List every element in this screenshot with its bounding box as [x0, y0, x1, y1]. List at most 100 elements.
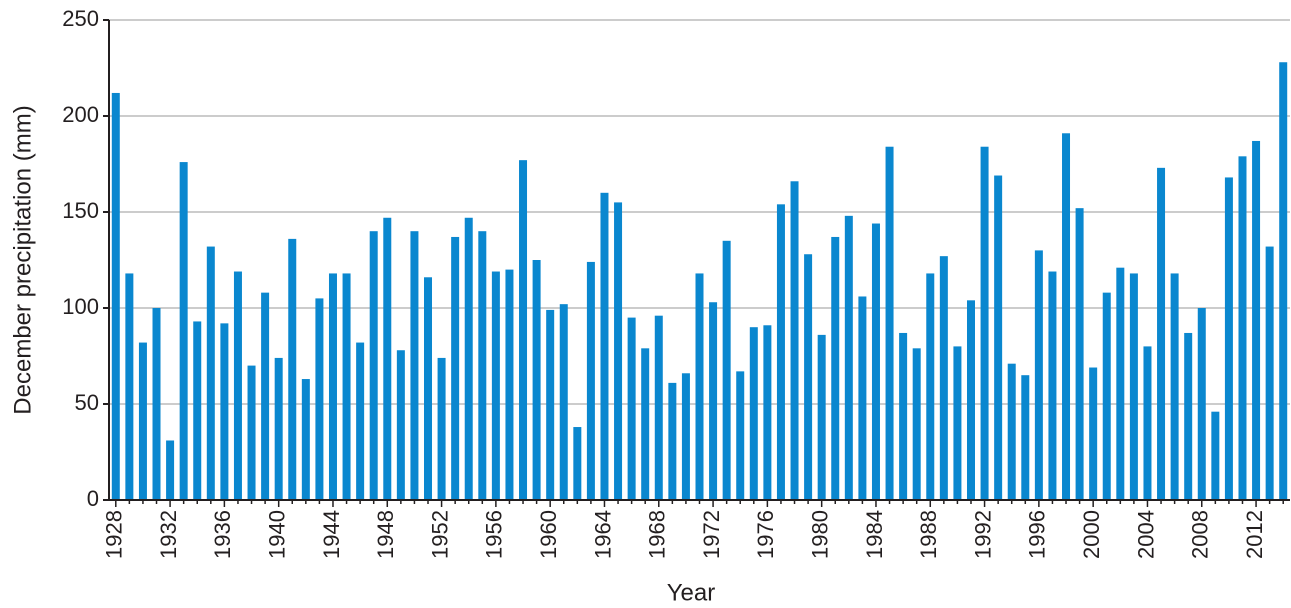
bar: [491, 271, 500, 500]
bar: [1007, 363, 1016, 500]
bar: [247, 365, 256, 500]
bar: [668, 382, 677, 500]
bar: [220, 323, 229, 500]
y-tick-label: 150: [62, 198, 99, 223]
bar: [871, 223, 880, 500]
bar: [926, 273, 935, 500]
bar: [464, 217, 473, 500]
bar: [1265, 246, 1274, 500]
x-tick-label: 2000: [1079, 510, 1104, 559]
bar: [261, 292, 270, 500]
bar: [817, 334, 826, 500]
bar: [1089, 367, 1098, 500]
bar: [641, 348, 650, 500]
bar: [776, 204, 785, 500]
bar: [1129, 273, 1138, 500]
bar: [342, 273, 351, 500]
bar: [586, 261, 595, 500]
bar: [519, 160, 528, 500]
x-tick-label: 1976: [753, 510, 778, 559]
bar: [899, 332, 908, 500]
bar: [1211, 411, 1220, 500]
bar: [274, 357, 283, 500]
x-tick-label: 1984: [862, 510, 887, 559]
x-tick-label: 2008: [1188, 510, 1213, 559]
bar: [451, 236, 460, 500]
x-tick-label: 1988: [916, 510, 941, 559]
bar: [315, 298, 324, 500]
x-tick-label: 1980: [807, 510, 832, 559]
bar: [790, 181, 799, 500]
bar: [681, 373, 690, 500]
bar: [980, 146, 989, 500]
x-tick-label: 1952: [427, 510, 452, 559]
bar: [749, 327, 758, 500]
bar: [573, 427, 582, 500]
bar: [994, 175, 1003, 500]
bar: [614, 202, 623, 500]
bar: [1021, 375, 1030, 500]
bar: [1279, 62, 1288, 501]
bar: [328, 273, 337, 500]
bar: [505, 269, 514, 500]
x-tick-label: 1928: [102, 510, 127, 559]
bar: [1034, 250, 1043, 500]
bar: [356, 342, 365, 500]
bar: [396, 350, 405, 500]
bar: [736, 371, 745, 500]
y-tick-label: 250: [62, 6, 99, 31]
bar: [1102, 292, 1111, 500]
bar: [1197, 308, 1206, 500]
bar: [1116, 267, 1125, 500]
bar: [532, 260, 541, 500]
bar: [1048, 271, 1057, 500]
bar: [383, 217, 392, 500]
bar: [858, 296, 867, 500]
bar: [410, 231, 419, 500]
bar: [301, 379, 310, 500]
x-tick-label: 1996: [1025, 510, 1050, 559]
x-tick-label: 1960: [536, 510, 561, 559]
bar: [233, 271, 242, 500]
y-tick-label: 200: [62, 102, 99, 127]
y-tick-label: 50: [75, 390, 99, 415]
bar: [1062, 133, 1071, 500]
bar: [695, 273, 704, 500]
bar: [709, 302, 718, 500]
bar: [1075, 208, 1084, 500]
x-tick-label: 1956: [482, 510, 507, 559]
x-tick-label: 1964: [590, 510, 615, 559]
y-tick-label: 100: [62, 294, 99, 319]
bar: [546, 309, 555, 500]
x-tick-label: 1944: [319, 510, 344, 559]
bar: [111, 92, 120, 501]
bar: [885, 146, 894, 500]
bar: [1184, 332, 1193, 500]
bar: [966, 300, 975, 500]
bar: [953, 346, 962, 500]
x-axis-title: Year: [667, 579, 716, 606]
x-tick-label: 1936: [210, 510, 235, 559]
x-tick-label: 1968: [645, 510, 670, 559]
bar: [1157, 167, 1166, 500]
bar: [179, 162, 188, 500]
x-tick-label: 1992: [970, 510, 995, 559]
bar: [654, 315, 663, 500]
bar: [844, 215, 853, 500]
bar: [831, 236, 840, 500]
x-tick-label: 1972: [699, 510, 724, 559]
bar: [288, 238, 297, 500]
bar: [424, 277, 433, 500]
bar: [166, 440, 175, 500]
bar: [939, 256, 948, 500]
x-tick-label: 1940: [264, 510, 289, 559]
bar: [1238, 156, 1247, 500]
bar: [437, 357, 446, 500]
x-tick-label: 1948: [373, 510, 398, 559]
bar: [763, 325, 772, 500]
bar: [1170, 273, 1179, 500]
y-axis-title: December precipitation (mm): [9, 105, 36, 414]
bar: [193, 321, 202, 500]
bar: [912, 348, 921, 500]
y-tick-label: 0: [87, 486, 99, 511]
